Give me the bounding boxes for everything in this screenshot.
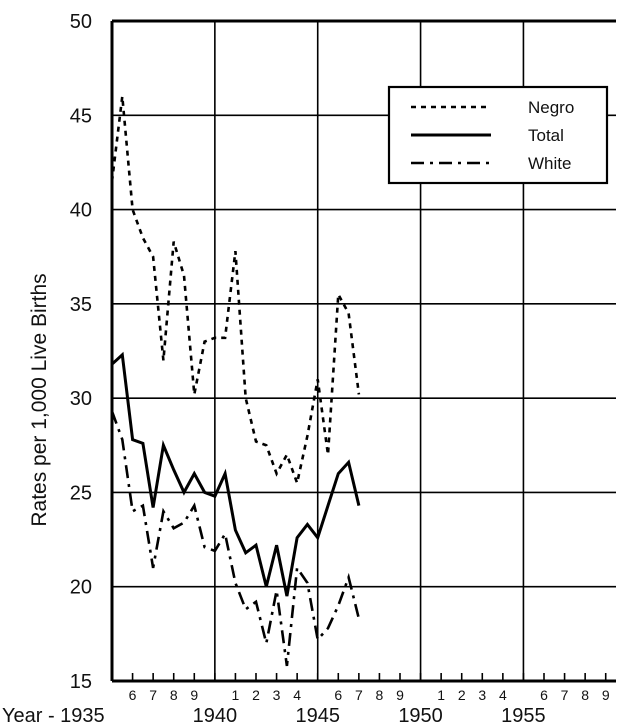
grid [112,21,616,681]
x-tick-label-minor: 3 [478,687,486,703]
legend: Negro Total White [387,85,609,185]
y-tick-label: 15 [70,671,92,693]
x-tick-label-major: 1940 [193,705,238,724]
x-tick-label-major: 1945 [295,705,340,724]
plot-frame [110,19,616,683]
x-tick-label-minor: 2 [458,687,466,703]
legend-label-negro: Negro [528,98,574,117]
x-tick-label-minor: 4 [293,687,301,703]
x-tick-label-major: Year - 1935 [2,705,105,724]
x-tick-label-minor: 6 [334,687,342,703]
y-tick-label: 20 [70,577,92,599]
x-tick-label-minor: 7 [149,687,157,703]
x-tick-label-minor: 7 [561,687,569,703]
x-tick-label-major: 1950 [398,705,443,724]
y-tick-label: 50 [70,11,92,33]
y-tick-labels: 15 20 25 30 35 40 45 50 [70,11,92,693]
x-tick-label-minor: 8 [581,687,589,703]
x-tick-label-minor: 9 [602,687,610,703]
y-tick-label: 40 [70,200,92,222]
series-lines [110,96,361,667]
legend-label-total: Total [528,126,564,145]
x-tick-label-minor: 1 [437,687,445,703]
x-tick-label-minor: 6 [129,687,137,703]
y-tick-label: 25 [70,482,92,504]
x-tick-label-minor: 1 [232,687,240,703]
x-tick-label-minor: 8 [376,687,384,703]
series-line-negro [110,96,361,488]
legend-label-white: White [528,154,571,173]
x-tick-label-major: 1955 [501,705,546,724]
y-axis-label: Rates per 1,000 Live Births [28,273,51,526]
series-line-total [110,351,361,597]
x-tick-label-minor: 8 [170,687,178,703]
x-tick-label-minor: 6 [540,687,548,703]
y-tick-label: 30 [70,388,92,410]
series-line-white [110,410,361,667]
x-tick-label-minor: 4 [499,687,507,703]
x-tick-label-minor: 9 [190,687,198,703]
x-tick-label-minor: 7 [355,687,363,703]
x-tick-label-minor: 9 [396,687,404,703]
x-tick-label-minor: 3 [273,687,281,703]
x-tick-label-minor: 2 [252,687,260,703]
y-tick-label: 35 [70,294,92,316]
y-tick-label: 45 [70,105,92,127]
